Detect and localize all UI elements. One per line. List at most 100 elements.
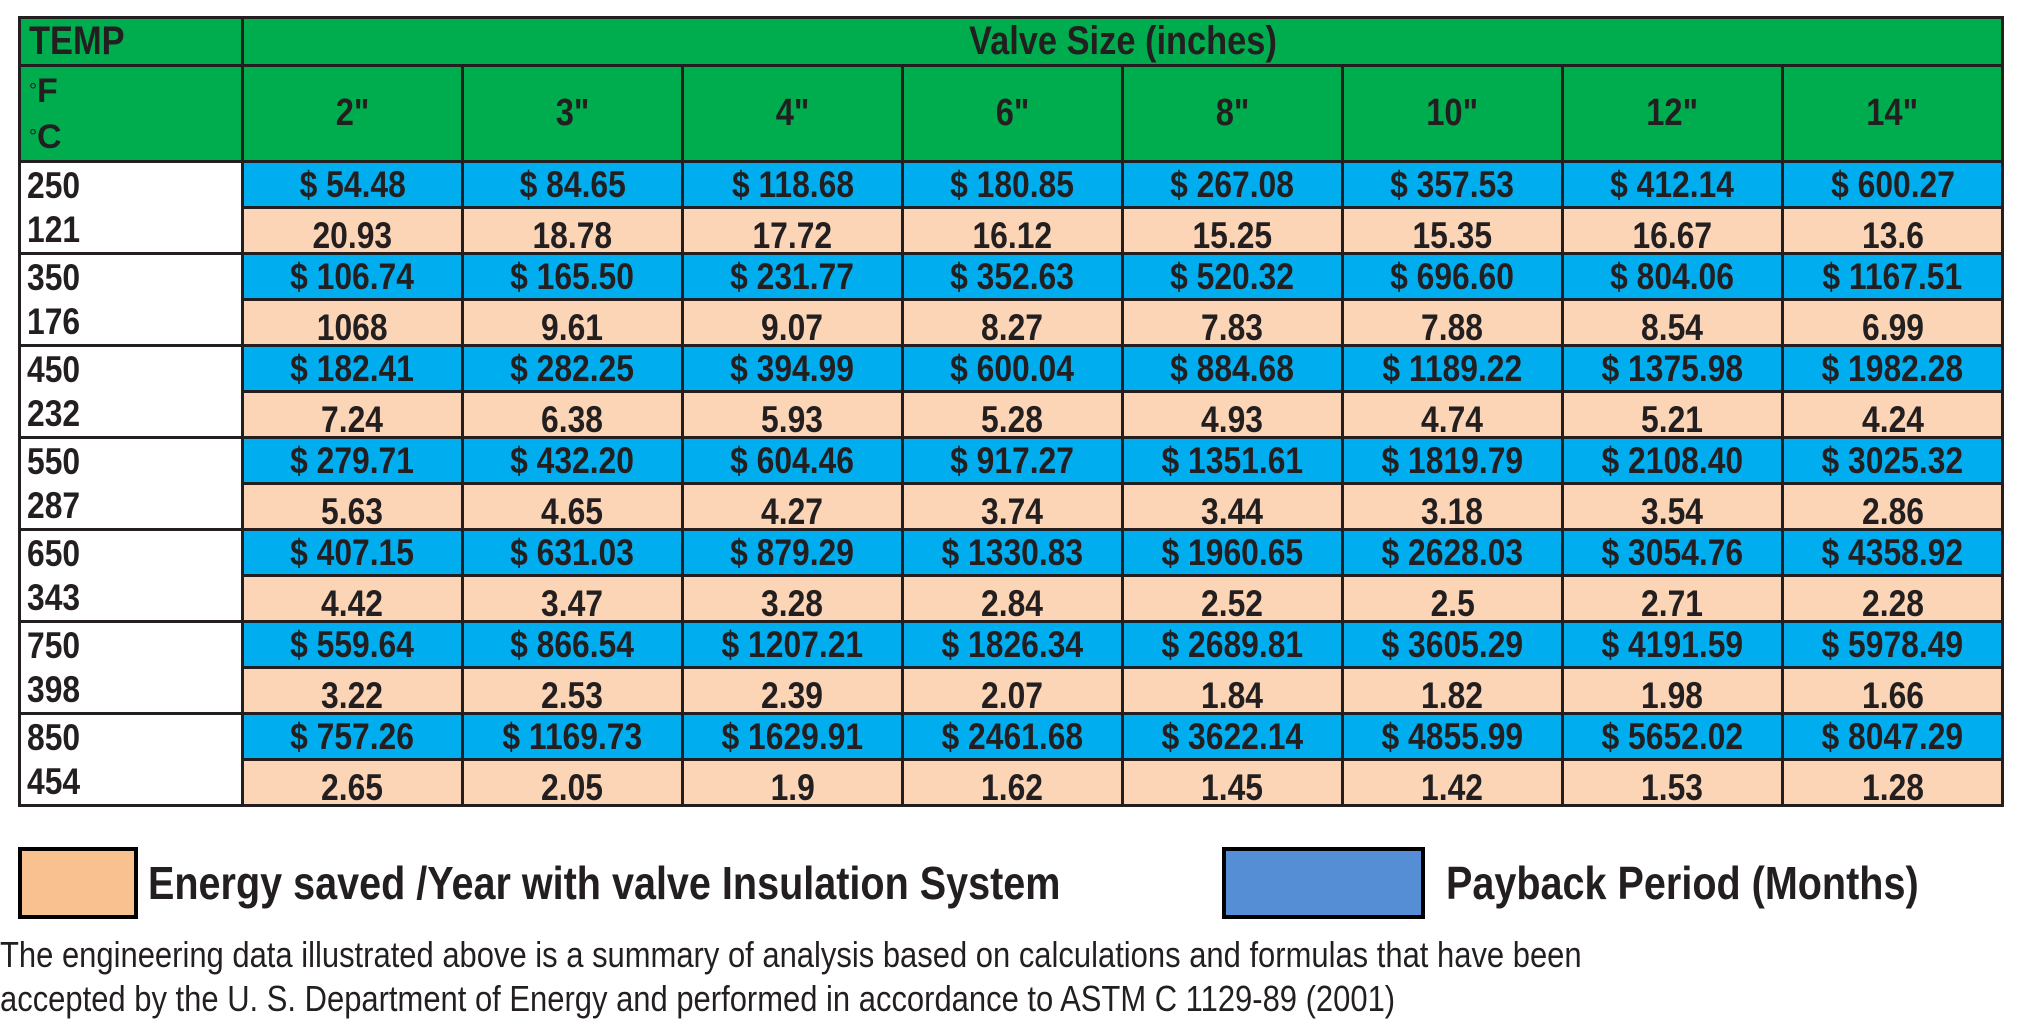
- cost-cell: $ 180.85: [901, 160, 1124, 209]
- cost-value: $ 604.46: [730, 440, 855, 481]
- cost-value: $ 2628.03: [1381, 532, 1524, 573]
- payback-cell: 1.66: [1780, 666, 2005, 715]
- payback-value: 17.72: [752, 215, 833, 254]
- cost-cell: $ 600.27: [1780, 160, 2005, 209]
- payback-value: 2.71: [1641, 583, 1704, 622]
- payback-value: 2.52: [1201, 583, 1264, 622]
- cost-cell: $ 231.77: [681, 252, 904, 301]
- payback-cell: 4.27: [681, 482, 904, 531]
- payback-cell: 20.93: [241, 206, 464, 255]
- cost-value: $ 600.27: [1830, 164, 1955, 205]
- payback-cell: 2.07: [901, 666, 1124, 715]
- payback-cell: 1.62: [901, 758, 1124, 807]
- cost-cell: $ 106.74: [241, 252, 464, 301]
- cost-value: $ 2689.81: [1161, 624, 1304, 665]
- table-row-cost: 250 $ 54.48 $ 84.65 $ 118.68 $ 180.85 $ 267.0…: [18, 160, 2005, 209]
- temp-value: 850: [27, 716, 81, 758]
- payback-value: 4.24: [1861, 399, 1924, 438]
- cost-cell: $ 3605.29: [1341, 620, 1564, 669]
- cost-cell: $ 1167.51: [1780, 252, 2005, 301]
- temp-c-cell: 454: [18, 759, 244, 807]
- cost-cell: $ 559.64: [241, 620, 464, 669]
- payback-value: 4.74: [1421, 399, 1484, 438]
- temp-f-cell: 250: [18, 160, 244, 208]
- payback-value: 2.84: [981, 583, 1044, 622]
- cost-value: $ 1169.73: [502, 716, 643, 757]
- payback-value: 6.99: [1861, 307, 1924, 346]
- payback-cell: 5.63: [241, 482, 464, 531]
- payback-cell: 3.44: [1121, 482, 1344, 531]
- payback-value: 1.45: [1201, 767, 1264, 806]
- temp-value: 250: [27, 164, 81, 206]
- table-row-cost: 350 $ 106.74 $ 165.50 $ 231.77 $ 352.63 $ 520…: [18, 252, 2005, 301]
- footnote-line-2: accepted by the U. S. Department of Ener…: [0, 978, 1396, 1019]
- unit-c: °C: [29, 114, 240, 159]
- payback-cell: 3.54: [1561, 482, 1784, 531]
- payback-cell: 1.45: [1121, 758, 1344, 807]
- cost-cell: $ 1826.34: [901, 620, 1124, 669]
- table-row-payback: 287 5.63 4.65 4.27 3.74 3.44 3.18 3.54 2.86: [18, 482, 2005, 531]
- size-header-2: 4": [681, 64, 904, 163]
- cost-value: $ 394.99: [730, 348, 855, 389]
- cost-cell: $ 1207.21: [681, 620, 904, 669]
- cost-cell: $ 604.46: [681, 436, 904, 485]
- payback-value: 3.22: [321, 675, 384, 714]
- payback-cell: 3.22: [241, 666, 464, 715]
- cost-value: $ 3025.32: [1821, 440, 1964, 481]
- payback-value: 1.42: [1421, 767, 1484, 806]
- cost-cell: $ 1629.91: [681, 712, 904, 761]
- payback-cell: 8.27: [901, 298, 1124, 347]
- size-label: 14": [1866, 92, 1919, 134]
- cost-value: $ 600.04: [950, 348, 1075, 389]
- payback-value: 1.53: [1641, 767, 1704, 806]
- temp-value: 287: [27, 485, 81, 527]
- cost-value: $ 4191.59: [1601, 624, 1744, 665]
- cost-value: $ 2461.68: [941, 716, 1084, 757]
- cost-value: $ 879.29: [730, 532, 855, 573]
- temp-f-cell: 750: [18, 620, 244, 668]
- cost-cell: $ 1189.22: [1341, 344, 1564, 393]
- unit-f: °F: [29, 69, 240, 114]
- temp-f-cell: 450: [18, 344, 244, 392]
- payback-value: 8.54: [1641, 307, 1704, 346]
- cost-value: $ 1826.34: [941, 624, 1084, 665]
- payback-value: 2.07: [981, 675, 1044, 714]
- cost-cell: $ 917.27: [901, 436, 1124, 485]
- payback-value: 3.44: [1201, 491, 1264, 530]
- payback-cell: 9.07: [681, 298, 904, 347]
- temp-c-cell: 232: [18, 391, 244, 439]
- payback-cell: 2.53: [461, 666, 684, 715]
- cost-value: $ 432.20: [510, 440, 635, 481]
- temp-f-cell: 550: [18, 436, 244, 484]
- payback-value: 2.53: [541, 675, 604, 714]
- payback-value: 7.24: [321, 399, 384, 438]
- payback-cell: 2.5: [1341, 574, 1564, 623]
- payback-value: 1068: [317, 307, 388, 346]
- cost-value: $ 279.71: [290, 440, 415, 481]
- cost-cell: $ 1819.79: [1341, 436, 1564, 485]
- cost-value: $ 1351.61: [1161, 440, 1304, 481]
- payback-value: 1.84: [1201, 675, 1264, 714]
- cost-value: $ 282.25: [510, 348, 635, 389]
- payback-cell: 2.86: [1780, 482, 2005, 531]
- payback-cell: 4.42: [241, 574, 464, 623]
- payback-value: 16.12: [972, 215, 1053, 254]
- size-header-6: 12": [1561, 64, 1784, 163]
- payback-cell: 1.28: [1780, 758, 2005, 807]
- temp-label: TEMP: [29, 19, 125, 63]
- payback-value: 5.63: [321, 491, 384, 530]
- temp-value: 750: [27, 624, 81, 666]
- cost-value: $ 1330.83: [941, 532, 1084, 573]
- cost-cell: $ 1330.83: [901, 528, 1124, 577]
- temp-header: TEMP: [18, 16, 244, 67]
- cost-cell: $ 631.03: [461, 528, 684, 577]
- table-row-cost: 850 $ 757.26 $ 1169.73 $ 1629.91 $ 2461.68 $ …: [18, 712, 2005, 761]
- cost-value: $ 3622.14: [1161, 716, 1304, 757]
- payback-value: 6.38: [541, 399, 604, 438]
- cost-cell: $ 118.68: [681, 160, 904, 209]
- payback-cell: 6.99: [1780, 298, 2005, 347]
- size-header-0: 2": [241, 64, 464, 163]
- payback-value: 3.47: [541, 583, 604, 622]
- cost-cell: $ 357.53: [1341, 160, 1564, 209]
- cost-value: $ 917.27: [950, 440, 1075, 481]
